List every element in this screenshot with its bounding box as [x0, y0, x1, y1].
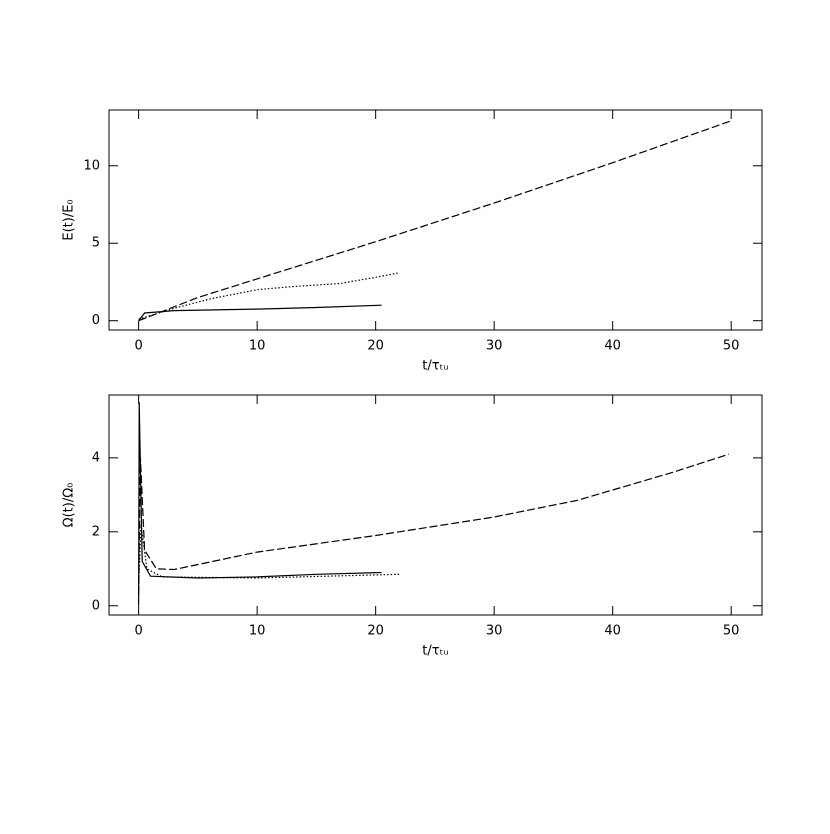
data-line	[138, 524, 400, 588]
x-tick-label: 40	[604, 339, 621, 354]
data-line	[138, 453, 729, 595]
x-tick-label: 50	[723, 624, 740, 639]
x-tick-label: 0	[134, 339, 142, 354]
y-axis-label: E(t)/E₀	[62, 199, 77, 240]
x-axis-label: t/τₜᵤ	[422, 644, 448, 659]
x-axis-label: t/τₜᵤ	[422, 359, 448, 374]
data-line	[138, 304, 382, 322]
x-tick-label: 20	[367, 339, 384, 354]
plot-frame	[108, 394, 763, 616]
x-tick-label: 10	[249, 624, 266, 639]
data-line	[138, 120, 732, 322]
x-tick-label: 30	[486, 624, 503, 639]
x-tick-label: 30	[486, 339, 503, 354]
x-tick-label: 0	[134, 624, 142, 639]
data-line	[138, 272, 400, 320]
plot-frame	[108, 109, 763, 331]
y-tick-label: 2	[92, 524, 100, 539]
x-tick-label: 50	[723, 339, 740, 354]
x-tick-label: 20	[367, 624, 384, 639]
y-tick-label: 5	[92, 236, 100, 251]
x-tick-label: 10	[249, 339, 266, 354]
y-axis-label: Ω(t)/Ω₀	[62, 483, 77, 528]
y-tick-label: 0	[92, 598, 100, 613]
y-tick-label: 10	[83, 158, 100, 173]
y-tick-label: 0	[92, 313, 100, 328]
x-tick-label: 40	[604, 624, 621, 639]
data-line	[138, 402, 382, 606]
y-tick-label: 4	[92, 450, 100, 465]
